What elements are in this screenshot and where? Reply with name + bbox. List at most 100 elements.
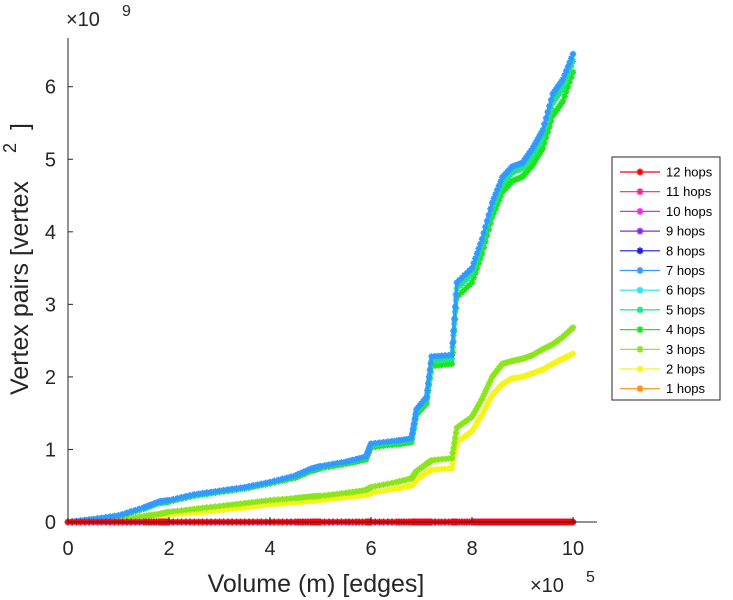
y-exponent-label: ×10	[66, 9, 100, 31]
data-point	[258, 502, 265, 509]
data-point	[220, 487, 227, 494]
data-point	[441, 356, 449, 363]
data-point	[542, 114, 550, 122]
legend-marker	[636, 365, 644, 373]
data-point	[536, 140, 543, 147]
data-point	[233, 500, 240, 508]
data-point	[123, 509, 131, 517]
legend-item: 4 hops	[620, 322, 706, 337]
data-point	[195, 509, 202, 516]
data-point	[425, 373, 433, 381]
data-point	[428, 457, 435, 464]
data-point	[178, 510, 185, 517]
data-point	[195, 490, 202, 498]
legend-label: 9 hops	[666, 224, 706, 239]
data-point	[249, 503, 257, 510]
data-point	[563, 76, 570, 83]
data-point	[490, 209, 498, 217]
y-tick-label: 1	[45, 439, 56, 461]
data-point	[153, 499, 160, 506]
data-point	[372, 439, 379, 447]
legend-item: 2 hops	[620, 362, 706, 377]
data-point	[186, 506, 194, 513]
data-point	[458, 280, 466, 287]
legend-label: 11 hops	[666, 184, 712, 199]
data-point	[561, 72, 568, 79]
data-point	[431, 456, 439, 464]
x-exponent-power: 5	[586, 569, 595, 586]
data-point	[547, 96, 555, 104]
data-point	[473, 404, 481, 411]
data-point	[470, 410, 477, 417]
data-point	[542, 134, 550, 141]
data-point	[207, 503, 215, 511]
data-point	[438, 356, 445, 364]
series-line	[67, 71, 575, 524]
data-point	[102, 514, 110, 521]
data-point	[489, 199, 496, 206]
data-point	[195, 505, 202, 512]
y-exponent-power: 9	[122, 3, 131, 20]
data-point	[334, 490, 341, 498]
data-point	[449, 339, 456, 347]
data-point	[203, 504, 211, 511]
data-point	[531, 142, 538, 149]
data-point	[359, 454, 366, 461]
data-point	[534, 143, 541, 150]
data-point	[451, 315, 458, 323]
data-point	[170, 508, 177, 515]
data-point	[477, 255, 484, 262]
data-point	[388, 486, 396, 493]
data-point	[349, 488, 356, 496]
data-point	[203, 489, 211, 496]
data-point	[546, 123, 553, 130]
data-point	[258, 498, 265, 505]
data-point	[451, 434, 459, 442]
data-point	[345, 493, 353, 501]
data-point	[367, 483, 375, 491]
data-point	[367, 489, 375, 497]
data-point	[228, 485, 236, 493]
data-point	[356, 492, 363, 500]
data-point	[174, 495, 181, 502]
data-point	[409, 425, 417, 433]
data-point	[349, 493, 356, 500]
data-point	[466, 267, 473, 274]
data-point	[425, 380, 432, 387]
data-point	[478, 250, 486, 257]
x-axis-label: Volume (m) [edges]	[208, 570, 425, 598]
data-point	[359, 487, 366, 494]
data-point	[539, 127, 546, 134]
data-point	[480, 391, 487, 399]
data-point	[461, 272, 468, 279]
data-point	[376, 488, 383, 495]
data-point	[470, 260, 477, 267]
data-point	[453, 279, 461, 286]
data-point	[410, 420, 418, 428]
data-point	[559, 84, 567, 92]
data-point	[435, 357, 442, 364]
data-point	[266, 501, 274, 508]
data-point	[266, 478, 274, 486]
data-point	[431, 357, 439, 364]
plot-area	[64, 50, 577, 526]
legend-marker	[636, 306, 644, 314]
data-point	[534, 136, 541, 143]
legend-item: 11 hops	[620, 184, 712, 199]
data-point	[441, 465, 449, 472]
data-point	[492, 205, 499, 213]
data-point	[445, 352, 452, 359]
data-point	[497, 178, 504, 185]
data-point	[212, 488, 219, 495]
data-point	[431, 466, 439, 473]
data-point	[478, 235, 486, 243]
data-point	[376, 439, 383, 446]
data-point	[561, 93, 568, 100]
data-point	[233, 485, 240, 492]
data-point	[216, 507, 223, 514]
data-point	[487, 377, 494, 384]
data-point	[220, 502, 227, 509]
legend: 12 hops 11 hops 10 hops 9 hops 8 hops 7 hops 6…	[611, 156, 721, 401]
data-point	[445, 361, 452, 368]
data-point	[497, 192, 504, 200]
